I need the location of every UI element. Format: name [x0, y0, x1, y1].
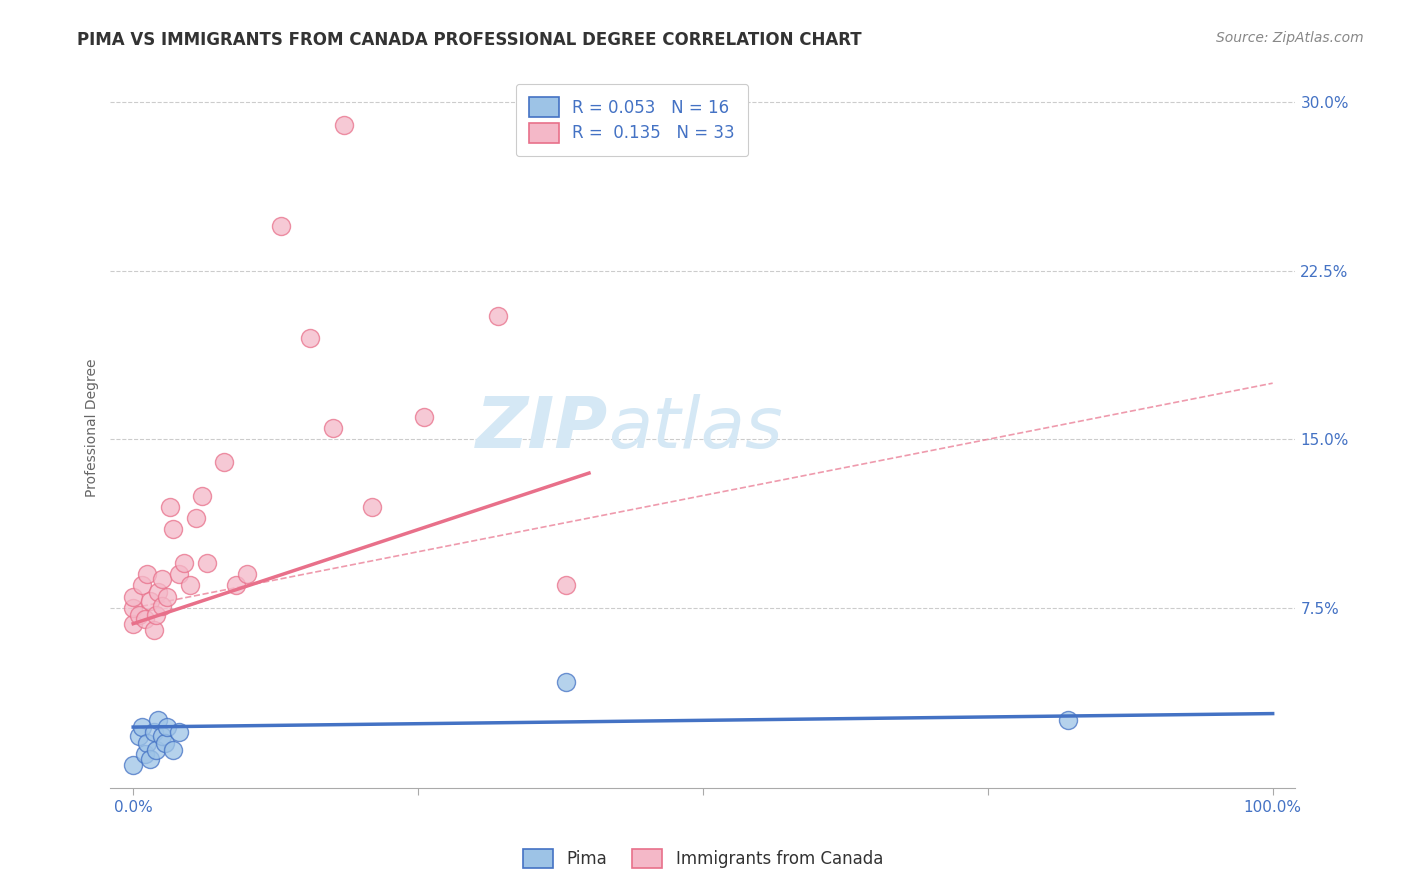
Point: [173, 556, 195, 570]
Point: [148, 714, 170, 728]
Point: [122, 616, 145, 631]
Point: [1056, 714, 1078, 728]
Point: [322, 421, 344, 435]
Text: atlas: atlas: [609, 393, 783, 463]
Point: [139, 594, 162, 608]
Point: [150, 572, 173, 586]
Point: [134, 747, 156, 761]
Point: [159, 500, 181, 514]
Point: [122, 590, 145, 604]
Point: [142, 724, 165, 739]
Point: [486, 309, 509, 323]
Point: [135, 567, 157, 582]
Point: [122, 601, 145, 615]
Point: [122, 758, 145, 772]
Point: [195, 556, 218, 570]
Point: [128, 729, 150, 743]
Legend: R = 0.053   N = 16, R =  0.135   N = 33: R = 0.053 N = 16, R = 0.135 N = 33: [516, 84, 748, 156]
Point: [139, 751, 162, 765]
Point: [128, 607, 150, 622]
Point: [131, 720, 153, 734]
Point: [167, 724, 190, 739]
Point: [184, 511, 207, 525]
Legend: Pima, Immigrants from Canada: Pima, Immigrants from Canada: [516, 842, 890, 875]
Point: [236, 567, 259, 582]
Point: [162, 742, 184, 756]
Point: [153, 736, 176, 750]
Point: [150, 729, 173, 743]
Point: [412, 409, 434, 424]
Point: [333, 118, 356, 132]
Point: [145, 742, 167, 756]
Point: [214, 455, 236, 469]
Point: [145, 607, 167, 622]
Point: [148, 585, 170, 599]
Text: PIMA VS IMMIGRANTS FROM CANADA PROFESSIONAL DEGREE CORRELATION CHART: PIMA VS IMMIGRANTS FROM CANADA PROFESSIO…: [77, 31, 862, 49]
Point: [142, 624, 165, 638]
Point: [298, 331, 321, 345]
Point: [162, 522, 184, 536]
Point: [167, 567, 190, 582]
Point: [270, 219, 292, 233]
Point: [555, 578, 578, 592]
Point: [150, 599, 173, 613]
Point: [190, 489, 212, 503]
Point: [179, 578, 201, 592]
Point: [361, 500, 384, 514]
Point: [156, 590, 179, 604]
Y-axis label: Professional Degree: Professional Degree: [86, 359, 100, 498]
Point: [555, 675, 578, 690]
Text: ZIP: ZIP: [475, 393, 609, 463]
Point: [135, 736, 157, 750]
Text: Source: ZipAtlas.com: Source: ZipAtlas.com: [1216, 31, 1364, 45]
Point: [156, 720, 179, 734]
Point: [225, 578, 247, 592]
Point: [134, 612, 156, 626]
Point: [131, 578, 153, 592]
